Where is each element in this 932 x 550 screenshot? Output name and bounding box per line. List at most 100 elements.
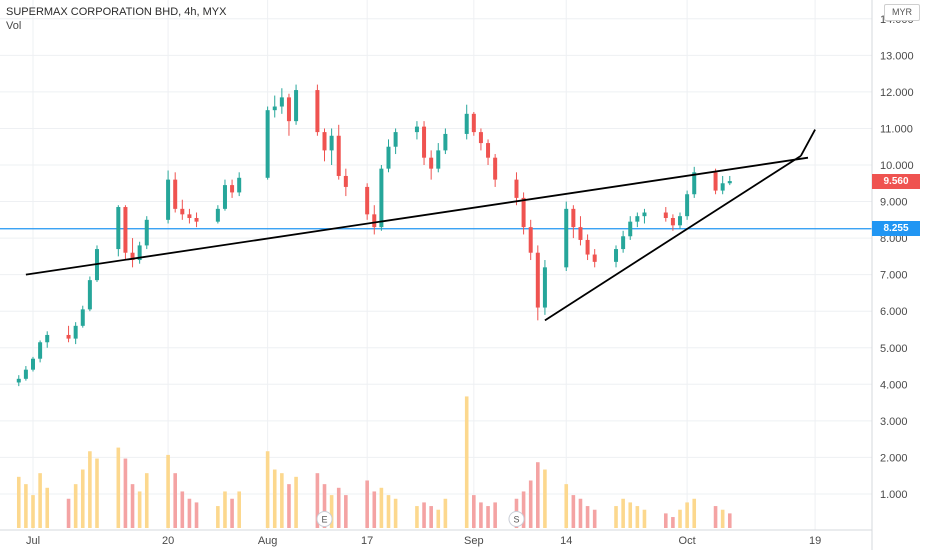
volume-bar <box>166 454 170 528</box>
candle-body <box>38 342 43 359</box>
volume-bar <box>621 498 625 528</box>
volume-bar <box>80 469 85 528</box>
x-tick-label: Aug <box>258 535 278 547</box>
volume-bar <box>429 506 433 528</box>
candle-body <box>222 185 227 209</box>
volume-bar <box>720 509 725 528</box>
volume-bar <box>372 491 377 528</box>
volume-bar <box>287 484 291 528</box>
volume-bar <box>265 451 270 528</box>
candle-body <box>137 245 142 261</box>
volume-bar <box>336 487 341 528</box>
candle-body <box>528 227 533 253</box>
volume-bar <box>95 458 99 528</box>
candle-body <box>230 185 235 193</box>
candle-body <box>272 106 277 111</box>
volume-bar <box>379 487 384 528</box>
y-tick-label: 7.000 <box>880 270 908 282</box>
volume-bar <box>123 458 128 528</box>
volume-bar <box>294 476 298 528</box>
x-tick-label: 14 <box>560 535 572 547</box>
y-tick-label: 12.000 <box>880 87 914 99</box>
y-tick-label: 9.000 <box>880 197 908 209</box>
volume-bar <box>130 484 135 528</box>
candle-body <box>585 239 590 255</box>
volume-bar <box>315 473 320 528</box>
candle-body <box>578 227 583 240</box>
candle-body <box>621 236 626 250</box>
candle-body <box>535 252 540 308</box>
volume-bar <box>386 495 391 528</box>
volume-bar <box>116 447 121 528</box>
candle-body <box>329 135 334 151</box>
x-tick-label: 19 <box>809 535 821 547</box>
candle-body <box>16 378 21 383</box>
candle-body <box>80 309 85 326</box>
y-tick-label: 6.000 <box>880 306 908 318</box>
volume-bar <box>528 480 533 528</box>
candle-body <box>642 212 647 217</box>
y-tick-label: 10.000 <box>880 160 914 172</box>
volume-bar <box>642 509 647 528</box>
candle-body <box>514 179 519 198</box>
candle-body <box>471 113 476 133</box>
volume-bar <box>194 502 199 528</box>
candle-body <box>670 217 675 226</box>
candle-body <box>443 133 448 151</box>
volume-bar <box>436 509 441 528</box>
candle-body <box>692 172 697 195</box>
volume-bar <box>571 495 576 528</box>
last-price-tag: 9.560 <box>872 173 920 189</box>
candle-body <box>372 214 377 228</box>
volume-bar <box>173 473 177 528</box>
volume-bar <box>144 473 149 528</box>
level-price-tag: 8.255 <box>872 221 920 237</box>
volume-bar <box>493 502 497 528</box>
candle-body <box>322 132 327 151</box>
volume-bar <box>73 484 78 528</box>
candle-body <box>31 358 35 370</box>
event-marker-label: S <box>513 515 519 525</box>
candle-body <box>436 150 441 169</box>
candle-body <box>685 194 690 217</box>
candle-body <box>614 249 619 262</box>
volume-bar <box>663 513 668 528</box>
volume-bar <box>635 506 640 528</box>
candle-body <box>592 254 597 262</box>
volume-bar <box>38 473 42 528</box>
volume-bar <box>344 495 348 528</box>
volume-bar <box>31 495 35 528</box>
volume-indicator-label[interactable]: Vol <box>6 20 22 32</box>
volume-bar <box>180 491 185 528</box>
volume-bar <box>422 502 426 528</box>
volume-bar <box>628 502 633 528</box>
event-marker-s-icon <box>508 511 525 527</box>
candle-body <box>116 207 121 250</box>
volume-bar <box>88 451 92 528</box>
x-tick-label: 20 <box>162 535 174 547</box>
volume-bar <box>521 491 526 528</box>
volume-bar <box>486 506 490 528</box>
candle-body <box>365 186 370 215</box>
candle-body <box>87 280 92 310</box>
candle-body <box>66 334 71 339</box>
volume-bar <box>443 498 448 528</box>
volume-bar <box>564 484 569 528</box>
candle-body <box>727 181 732 184</box>
event-marker-e-icon <box>316 511 333 527</box>
x-tick-label: Sep <box>464 535 484 547</box>
candle-body <box>144 219 149 246</box>
candle-body <box>464 113 469 134</box>
volume-bar <box>272 469 277 528</box>
candle-body <box>130 252 135 261</box>
volume-bar <box>479 502 483 528</box>
candle-body <box>187 214 192 218</box>
currency-button[interactable]: MYR <box>884 4 920 21</box>
volume-bar <box>216 506 220 528</box>
volume-bar <box>685 502 689 528</box>
volume-bar <box>223 491 227 528</box>
candle-body <box>571 208 576 228</box>
volume-bar <box>393 498 398 528</box>
candle-body <box>628 221 633 237</box>
